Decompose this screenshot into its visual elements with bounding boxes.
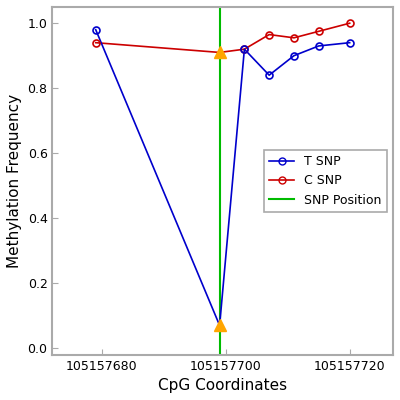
Legend: T SNP, C SNP, SNP Position: T SNP, C SNP, SNP Position xyxy=(264,150,387,212)
Y-axis label: Methylation Frequency: Methylation Frequency xyxy=(7,94,22,268)
X-axis label: CpG Coordinates: CpG Coordinates xyxy=(158,378,287,393)
